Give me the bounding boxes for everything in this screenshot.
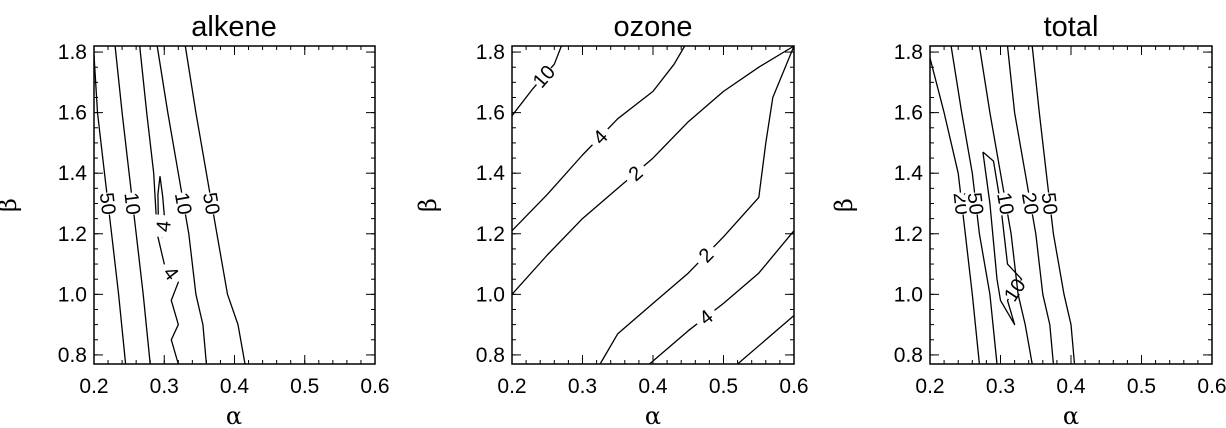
contour-label: 50 bbox=[95, 191, 119, 216]
panel-total: total β α 0.2 0.3 0.4 0.5 0.6 0.8 1.0 1.2 1.4 1.6… bbox=[830, 11, 1226, 428]
y-tick-label: 1.8 bbox=[476, 41, 505, 64]
contour-label-gap bbox=[121, 191, 144, 216]
y-tick-label: 1.4 bbox=[476, 162, 506, 185]
panel-title: ozone bbox=[613, 11, 692, 43]
x-axis-label: α bbox=[226, 402, 242, 428]
contour-label-gap bbox=[964, 191, 988, 216]
contour-label: 10 bbox=[1000, 275, 1031, 306]
x-tick-label: 0.2 bbox=[79, 375, 108, 398]
plot-frame bbox=[511, 45, 795, 365]
x-tick-label: 0.4 bbox=[220, 375, 250, 398]
x-axis-label: α bbox=[1063, 402, 1079, 428]
contour-line bbox=[184, 45, 246, 365]
y-tick-label: 1.6 bbox=[476, 102, 505, 125]
contour-label-gap bbox=[1000, 275, 1030, 305]
y-tick-label: 1.8 bbox=[58, 41, 87, 64]
plot-frame bbox=[929, 45, 1213, 365]
contour-label: 50 bbox=[198, 191, 223, 217]
x-tick-label: 0.2 bbox=[915, 375, 944, 398]
x-tick-label: 0.6 bbox=[360, 375, 389, 398]
y-tick-label: 1.0 bbox=[58, 283, 87, 306]
contour-label: 10 bbox=[170, 191, 195, 217]
y-tick-label: 1.2 bbox=[58, 223, 87, 246]
contour-line bbox=[1006, 45, 1055, 365]
contour-label-gap bbox=[96, 191, 120, 216]
contour-label-gap bbox=[1018, 190, 1043, 217]
y-tick-label: 1.0 bbox=[894, 283, 923, 306]
y-tick-label: 1.8 bbox=[894, 41, 923, 64]
contour-label-gap bbox=[691, 302, 721, 332]
contour-line bbox=[511, 45, 795, 295]
y-tick-label: 0.8 bbox=[58, 344, 87, 367]
y-tick-label: 1.6 bbox=[894, 102, 923, 125]
panel-title: total bbox=[1044, 11, 1099, 43]
contour-line bbox=[737, 315, 795, 365]
contour-line bbox=[978, 45, 1033, 365]
y-tick-label: 0.8 bbox=[476, 344, 505, 367]
x-tick-label: 0.4 bbox=[638, 375, 668, 398]
contour-label-gap bbox=[691, 240, 721, 270]
contour-label-gap bbox=[585, 121, 615, 152]
x-axis-label: α bbox=[645, 402, 661, 428]
y-axis-label: β bbox=[830, 198, 858, 212]
contour-line bbox=[599, 45, 795, 365]
x-tick-label: 0.3 bbox=[568, 375, 597, 398]
y-tick-label: 1.2 bbox=[476, 223, 505, 246]
x-tick-label: 0.2 bbox=[497, 375, 526, 398]
contour-line bbox=[511, 45, 686, 232]
ticks: 0.2 0.3 0.4 0.5 0.6 0.8 1.0 1.2 1.4 1.6 1.8 bbox=[58, 41, 390, 398]
contour-label-gap bbox=[152, 214, 175, 239]
x-tick-label: 0.4 bbox=[1056, 375, 1086, 398]
contour-label: 50 bbox=[963, 191, 987, 216]
panel-ozone: ozone β α 0.2 0.3 0.4 0.5 0.6 0.8 1.0 1.2 1.4 1.6… bbox=[414, 11, 809, 428]
contour-label-gap bbox=[1038, 191, 1062, 216]
y-tick-label: 1.0 bbox=[476, 283, 505, 306]
contour-label-gap bbox=[620, 158, 651, 188]
plot-frame bbox=[93, 45, 376, 365]
contour-label-gap bbox=[528, 61, 559, 92]
contour-label: 4 bbox=[153, 220, 176, 233]
contour-label-gap bbox=[156, 258, 186, 288]
y-tick-label: 1.6 bbox=[58, 102, 87, 125]
panel-title: alkene bbox=[191, 11, 276, 43]
x-tick-label: 0.6 bbox=[779, 375, 808, 398]
y-tick-label: 1.4 bbox=[894, 162, 924, 185]
x-tick-label: 0.3 bbox=[150, 375, 179, 398]
contour-label: 50 bbox=[1037, 191, 1061, 216]
y-tick-label: 0.8 bbox=[894, 344, 923, 367]
y-tick-label: 1.2 bbox=[894, 223, 923, 246]
panel-alkene: alkene β α 0.2 0.3 0.4 0.5 0.6 0.8 1.0 1.2 1.4 1.… bbox=[0, 11, 390, 428]
contour-line bbox=[1031, 45, 1076, 365]
contour-line bbox=[982, 151, 1023, 326]
x-tick-label: 0.6 bbox=[1197, 375, 1226, 398]
x-tick-label: 0.5 bbox=[290, 375, 319, 398]
x-tick-label: 0.5 bbox=[1127, 375, 1156, 398]
contour-line bbox=[156, 45, 208, 365]
contour-label: 20 bbox=[1017, 191, 1042, 217]
contour-line bbox=[649, 230, 795, 365]
y-axis-label: β bbox=[414, 198, 442, 212]
contour-label-gap bbox=[171, 190, 196, 217]
contour-label-gap bbox=[199, 190, 224, 217]
x-tick-label: 0.3 bbox=[986, 375, 1015, 398]
contour-label: 10 bbox=[119, 191, 143, 216]
contour-label: 10 bbox=[992, 191, 1017, 217]
ticks: 0.2 0.3 0.4 0.5 0.6 0.8 1.0 1.2 1.4 1.6 1.8 bbox=[476, 41, 809, 398]
y-tick-label: 1.4 bbox=[58, 162, 88, 185]
contour-label-gap bbox=[994, 190, 1018, 217]
ticks: 0.2 0.3 0.4 0.5 0.6 0.8 1.0 1.2 1.4 1.6 1.8 bbox=[894, 41, 1226, 398]
y-axis-label: β bbox=[0, 198, 22, 212]
x-tick-label: 0.5 bbox=[709, 375, 738, 398]
